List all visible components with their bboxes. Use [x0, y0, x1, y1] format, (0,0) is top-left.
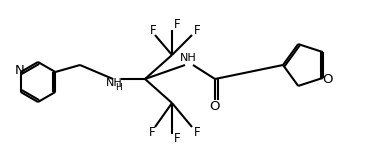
Text: NH: NH: [105, 78, 122, 88]
Text: N: N: [15, 64, 24, 77]
Text: F: F: [150, 23, 156, 36]
Text: F: F: [194, 126, 200, 139]
Text: F: F: [194, 23, 200, 36]
Text: NH: NH: [179, 53, 196, 63]
Text: H: H: [115, 82, 121, 92]
Text: F: F: [174, 133, 180, 145]
Text: F: F: [149, 126, 155, 139]
Text: O: O: [210, 99, 220, 112]
Text: O: O: [323, 73, 333, 87]
Text: F: F: [174, 18, 180, 31]
